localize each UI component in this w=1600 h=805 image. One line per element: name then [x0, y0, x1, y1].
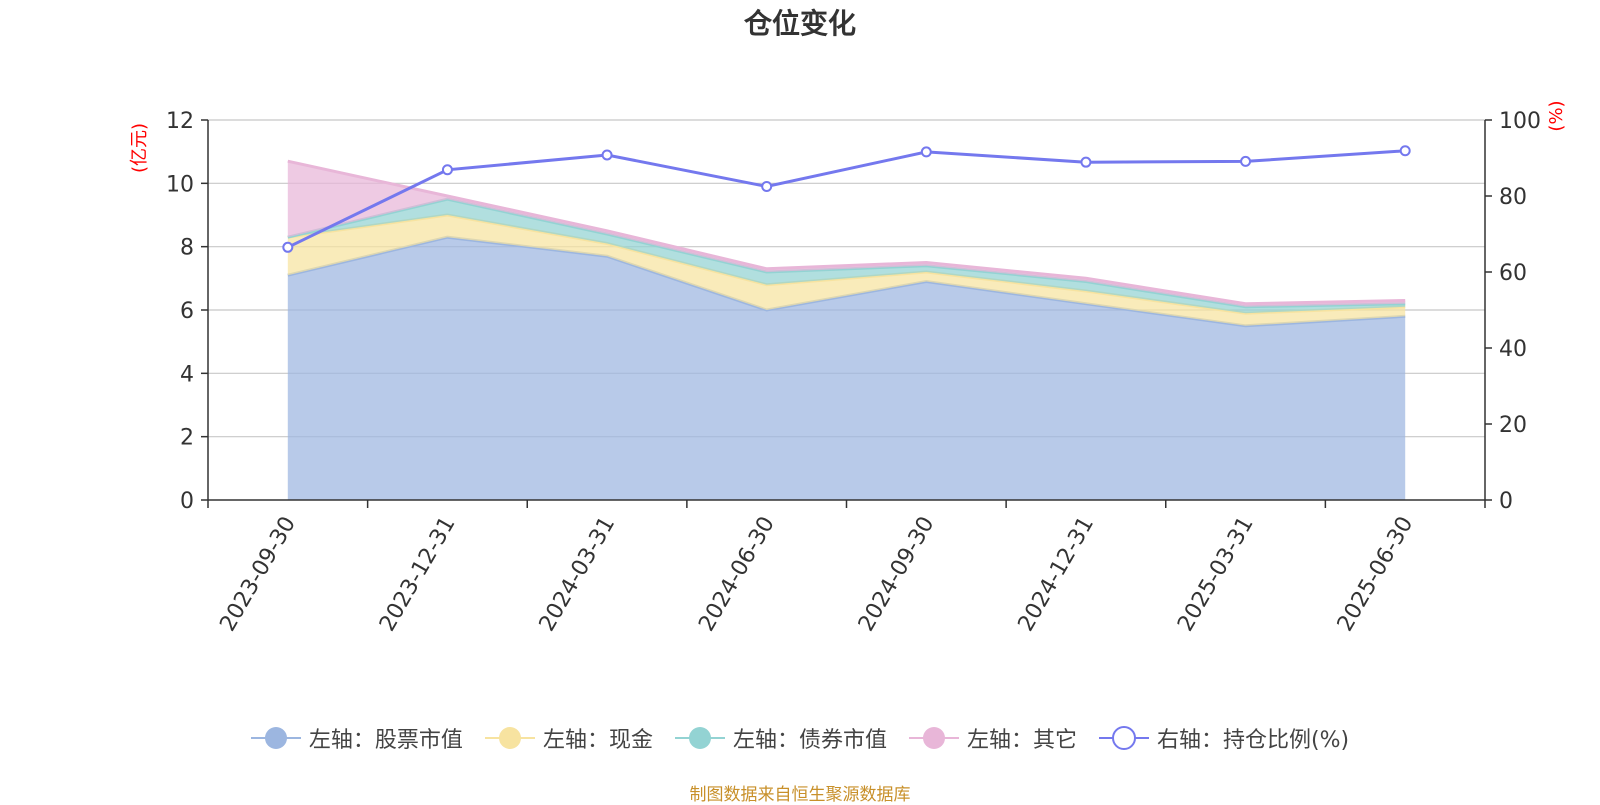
left-tick-label: 0: [180, 489, 194, 514]
right-axis-unit: (%): [1546, 100, 1567, 131]
legend: 左轴：股票市值 左轴：现金 左轴：债券市值 左轴：其它 右轴：持仓比例(%): [0, 722, 1600, 754]
x-tick-label: 2024-06-30: [694, 513, 780, 636]
x-tick-label: 2025-03-31: [1173, 513, 1259, 636]
right-tick-label: 60: [1499, 261, 1527, 286]
legend-label: 左轴：债券市值: [732, 728, 887, 753]
left-axis-unit: (亿元): [129, 123, 150, 173]
legend-label: 右轴：持仓比例(%): [1156, 728, 1350, 753]
chart-canvas: 0 2 4 6 8 10 12 0 20 40 60 80 100 2023-09-30 2023-12-3…: [129, 100, 1567, 636]
legend-marker-icon: [1098, 726, 1149, 750]
ratio-point: [1080, 156, 1092, 168]
ratio-point: [761, 181, 773, 192]
legend-item-stock[interactable]: 左轴：股票市值: [250, 722, 463, 754]
right-tick-label: 40: [1499, 337, 1527, 362]
x-tick-label: 2024-12-31: [1014, 513, 1100, 636]
ratio-point: [920, 146, 932, 158]
source-note: 制图数据来自恒生聚源数据库: [689, 785, 911, 805]
left-tick-label: 6: [180, 299, 194, 324]
axes: [201, 119, 1492, 508]
legend-item-bond[interactable]: 左轴：债券市值: [674, 722, 887, 754]
chart-title: 仓位变化: [743, 7, 856, 40]
area-bond: [287, 199, 1406, 314]
legend-marker-icon: [484, 727, 535, 749]
left-tick-label: 2: [180, 426, 194, 451]
legend-label: 左轴：其它: [966, 728, 1077, 753]
legend-label: 左轴：现金: [542, 728, 653, 753]
ratio-point: [441, 164, 453, 176]
stacked-areas: [287, 159, 1406, 500]
left-tick-label: 4: [180, 362, 194, 387]
right-tick-label: 80: [1499, 185, 1527, 210]
legend-item-other[interactable]: 左轴：其它: [908, 722, 1077, 754]
ratio-point: [601, 149, 613, 161]
right-tick-label: 20: [1499, 413, 1527, 438]
legend-item-ratio[interactable]: 右轴：持仓比例(%): [1098, 722, 1350, 754]
area-stock: [287, 237, 1406, 500]
legend-marker-icon: [674, 727, 725, 749]
ratio-point: [1240, 155, 1252, 167]
legend-marker-icon: [908, 727, 959, 749]
ratio-line-path: [287, 149, 1406, 249]
area-cash: [287, 215, 1406, 326]
x-tick-label: 2024-09-30: [854, 513, 940, 636]
left-tick-label: 10: [166, 172, 194, 197]
ratio-point: [282, 241, 294, 253]
left-tick-label: 12: [166, 109, 194, 134]
right-tick-label: 0: [1499, 489, 1513, 514]
x-tick-label: 2023-09-30: [215, 513, 301, 636]
area-edge-other: [287, 159, 1406, 306]
legend-item-cash[interactable]: 左轴：现金: [484, 722, 653, 754]
x-tick-label: 2023-12-31: [375, 513, 461, 636]
left-tick-label: 8: [180, 236, 194, 261]
x-tick-label: 2025-06-30: [1333, 513, 1419, 636]
ratio-point: [1399, 145, 1411, 157]
legend-marker-icon: [250, 727, 301, 749]
right-tick-label: 100: [1499, 109, 1541, 134]
legend-label: 左轴：股票市值: [308, 728, 463, 753]
ratio-line: [282, 145, 1411, 253]
x-tick-label: 2024-03-31: [535, 513, 621, 636]
